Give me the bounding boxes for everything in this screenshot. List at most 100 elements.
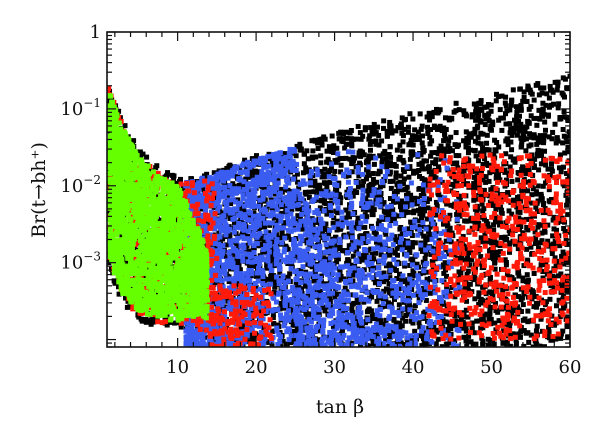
blue-point [412,218,418,224]
black-point [408,137,414,143]
black-point [486,178,492,184]
black-point [423,237,429,243]
black-point [549,136,555,142]
black-point [550,233,556,239]
blue-point [319,344,325,347]
black-point [450,161,456,167]
blue-point [301,218,307,224]
blue-point [415,283,421,289]
black-point [476,183,482,189]
black-point [402,277,408,283]
black-point [306,293,312,299]
black-point [485,101,491,107]
black-point [378,252,384,258]
black-point [426,110,432,116]
black-point [431,110,437,116]
black-point [448,202,454,208]
black-point [340,155,346,161]
black-point [371,180,377,186]
black-point [528,104,534,110]
blue-point [239,249,245,255]
black-point [319,174,325,180]
black-point [485,303,491,309]
black-point [136,314,142,320]
black-point [332,294,338,300]
black-point [373,239,379,245]
blue-point [389,309,395,315]
black-point [394,245,400,251]
black-point [338,162,344,168]
blue-point [314,273,320,279]
blue-point [297,241,303,247]
black-point [373,230,379,236]
black-point [472,296,478,302]
black-point [557,114,563,120]
black-point [561,109,567,115]
black-point [303,165,309,171]
black-point [521,204,527,210]
black-point [362,224,368,230]
blue-point [302,181,308,187]
blue-point [200,200,206,206]
blue-point [241,245,247,251]
black-point [424,216,430,222]
blue-point [263,243,269,249]
blue-point [231,237,237,243]
black-point [269,252,275,258]
black-point [530,344,536,347]
black-point [381,288,387,294]
black-point [246,248,252,254]
black-point [363,195,369,201]
blue-point [329,161,335,167]
blue-point [332,335,338,341]
black-point [414,261,420,267]
blue-point [240,254,246,260]
black-point [381,200,387,206]
black-point [525,119,531,125]
black-point [452,142,458,148]
black-point [495,175,501,181]
black-point [502,100,508,106]
black-point [327,296,333,302]
black-point [493,206,499,212]
black-point [542,302,548,308]
black-point [349,340,355,346]
black-point [426,325,432,331]
black-point [363,174,369,180]
black-point [387,160,393,166]
black-point [567,73,570,79]
black-point [374,179,380,185]
black-point [461,138,467,144]
black-point [375,316,381,322]
black-point [143,319,149,325]
blue-point [227,210,233,216]
black-point [357,148,363,154]
black-point [366,306,372,312]
black-point [407,156,413,162]
black-point [431,123,437,129]
black-point [493,98,499,104]
black-point [540,183,546,189]
black-point [171,320,177,326]
black-point [337,269,343,275]
black-point [251,336,257,342]
black-point [341,248,347,254]
black-point [124,304,130,310]
black-point [442,267,448,273]
black-point [481,187,487,193]
blue-point [376,281,382,287]
black-point [428,153,434,159]
black-point [415,129,421,135]
black-point [488,123,494,129]
black-point [442,115,448,121]
black-point [508,139,514,145]
black-point [518,121,524,127]
black-point [554,87,560,93]
blue-point [329,212,335,218]
black-point [316,312,322,318]
black-point [533,82,539,88]
black-point [465,150,471,156]
black-point [349,306,355,312]
black-point [408,219,414,225]
black-point [237,205,243,211]
